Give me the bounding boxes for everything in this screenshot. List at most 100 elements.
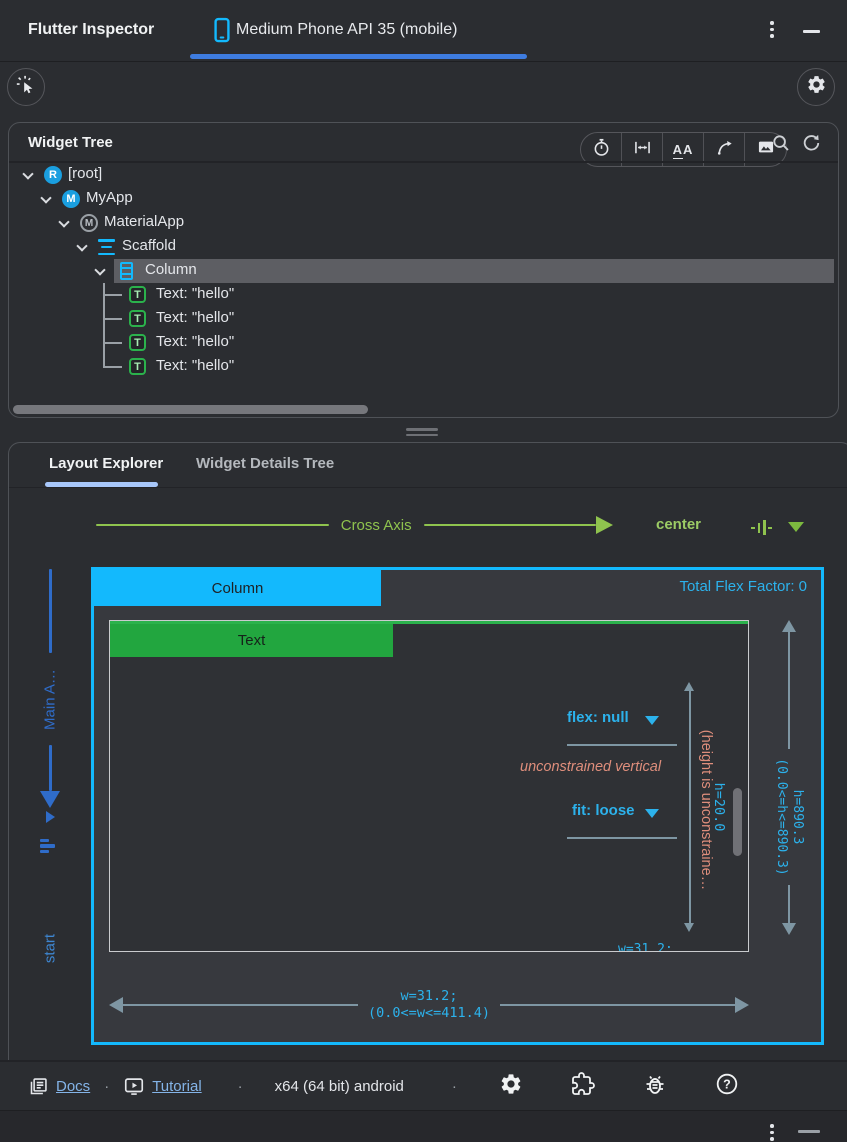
vertical-scrollbar[interactable]: [733, 788, 742, 856]
select-widget-mode-button[interactable]: [7, 68, 45, 106]
help-button[interactable]: ?: [715, 1072, 739, 1101]
puzzle-icon: [571, 1071, 595, 1101]
minimize-button[interactable]: [803, 30, 820, 33]
column-height-arrowhead-up-icon: [782, 620, 796, 632]
tree-row-selected[interactable]: Column: [9, 259, 838, 283]
tree-connector-stub: [103, 366, 122, 368]
materialapp-badge-icon: M: [80, 214, 98, 232]
tree-row[interactable]: T Text: "hello": [9, 331, 838, 355]
bottom-strip: [0, 1110, 847, 1142]
tree-connector-stub: [103, 294, 122, 296]
extensions-button[interactable]: [571, 1071, 595, 1101]
chevron-down-icon[interactable]: [94, 264, 106, 276]
highlight-repaints-button[interactable]: [704, 133, 745, 166]
widget-tree-panel: Widget Tree R [root] M MyApp: [8, 122, 839, 418]
column-height-range: (0.0<=h<=890.3): [774, 758, 789, 876]
overflow-menu-button[interactable]: [763, 1124, 781, 1141]
minimize-button[interactable]: [798, 1130, 820, 1133]
inspector-settings-button[interactable]: [797, 68, 835, 106]
chevron-down-icon[interactable]: [22, 168, 34, 180]
tree-node-label[interactable]: MyApp: [86, 189, 133, 206]
devtools-settings-button[interactable]: [499, 1072, 523, 1101]
text-widget-tab[interactable]: Text: [110, 623, 393, 657]
tree-node-label[interactable]: Text: "hello": [156, 285, 235, 302]
tree-row[interactable]: R [root]: [9, 163, 838, 187]
clipped-child-width-label: w=31.2;: [618, 942, 673, 952]
child-height-arrow-line: [689, 691, 691, 923]
docs-link[interactable]: Docs: [56, 1077, 91, 1095]
text-widget-icon: T: [129, 358, 146, 375]
fit-dropdown[interactable]: fit: loose: [572, 802, 635, 819]
show-baselines-button[interactable]: AA: [663, 133, 704, 166]
column-widget-tab[interactable]: Column: [94, 570, 381, 606]
column-width-range: (0.0<=w<=411.4): [368, 1005, 490, 1021]
child-height-value: h=20.0: [711, 782, 727, 832]
tree-node-label[interactable]: [root]: [68, 165, 103, 182]
image-icon: [756, 137, 776, 162]
tab-device[interactable]: Medium Phone API 35 (mobile): [190, 0, 530, 62]
tree-node-label[interactable]: Text: "hello": [156, 357, 235, 374]
help-icon: ?: [715, 1072, 739, 1101]
main-axis-label: Main A…: [41, 669, 59, 730]
flex-dropdown[interactable]: flex: null: [567, 709, 629, 726]
tab-layout-explorer[interactable]: Layout Explorer: [49, 455, 164, 472]
chevron-down-icon[interactable]: [40, 192, 52, 204]
flex-dropdown-caret-icon[interactable]: [645, 716, 659, 725]
tutorial-link[interactable]: Tutorial: [152, 1077, 202, 1095]
tree-connector-stub: [103, 318, 122, 320]
inspect-cursor-icon: [15, 74, 37, 101]
tree-node-label[interactable]: Text: "hello": [156, 333, 235, 350]
text-widget-icon: T: [129, 310, 146, 327]
search-icon[interactable]: [770, 132, 792, 159]
selected-row-highlight: [114, 259, 834, 283]
details-panel: Layout Explorer Widget Details Tree Cros…: [8, 442, 847, 1060]
column-icon: [120, 262, 133, 280]
tree-row[interactable]: Scaffold: [9, 235, 838, 259]
tree-node-label[interactable]: Scaffold: [122, 237, 176, 254]
tree-row[interactable]: T Text: "hello": [9, 283, 838, 307]
tab-widget-details-tree[interactable]: Widget Details Tree: [196, 455, 335, 472]
text-widget-icon: T: [129, 334, 146, 351]
cross-axis-label: Cross Axis: [340, 516, 412, 534]
highlight-oversized-images-button[interactable]: [745, 133, 786, 166]
tree-row[interactable]: M MaterialApp: [9, 211, 838, 235]
cross-axis-alignment-value[interactable]: center: [656, 516, 702, 533]
gear-icon: [806, 74, 827, 100]
overflow-menu-button[interactable]: [763, 21, 781, 38]
show-guidelines-button[interactable]: [622, 133, 663, 166]
chevron-down-icon[interactable]: [76, 240, 88, 252]
align-center-icon[interactable]: [751, 520, 772, 535]
tree-node-label[interactable]: Column: [145, 261, 197, 278]
width-arrow-line: [123, 1004, 359, 1006]
main-axis-alignment-value[interactable]: start: [41, 933, 59, 964]
refresh-icon[interactable]: [800, 132, 822, 159]
column-height-arrow-line: [788, 885, 790, 925]
tree-row[interactable]: M MyApp: [9, 187, 838, 211]
tree-row[interactable]: T Text: "hello": [9, 355, 838, 379]
tree-node-label[interactable]: Text: "hello": [156, 309, 235, 326]
fit-dropdown-caret-icon[interactable]: [645, 809, 659, 818]
slow-animations-button[interactable]: [581, 133, 622, 166]
svg-text:?: ?: [723, 1077, 731, 1091]
baselines-aa-icon: AA: [672, 142, 694, 159]
tree-node-label[interactable]: MaterialApp: [104, 213, 185, 230]
cross-axis-arrow: Cross Axis: [96, 513, 613, 537]
cross-axis-line: [423, 523, 596, 527]
horizontal-scrollbar[interactable]: [13, 405, 368, 414]
main-axis-dropdown-caret-icon[interactable]: [46, 811, 55, 823]
docs-icon: [28, 1076, 49, 1097]
column-widget-box[interactable]: Column Total Flex Factor: 0 Text w=31.2;…: [91, 567, 824, 1045]
splitter-drag-handle[interactable]: [406, 428, 438, 439]
align-start-icon[interactable]: [40, 839, 56, 855]
main-axis-line: [49, 745, 52, 791]
column-height-arrow-line: [788, 631, 790, 749]
text-widget-icon: T: [129, 286, 146, 303]
cross-axis-dropdown-caret-icon[interactable]: [788, 522, 804, 532]
tree-row[interactable]: T Text: "hello": [9, 307, 838, 331]
device-tab-indicator: [190, 54, 527, 59]
text-child-box[interactable]: Text w=31.2;: [109, 620, 749, 952]
chevron-down-icon[interactable]: [58, 216, 70, 228]
report-bug-button[interactable]: [643, 1072, 667, 1101]
inspector-toolbar: AA: [0, 62, 847, 167]
